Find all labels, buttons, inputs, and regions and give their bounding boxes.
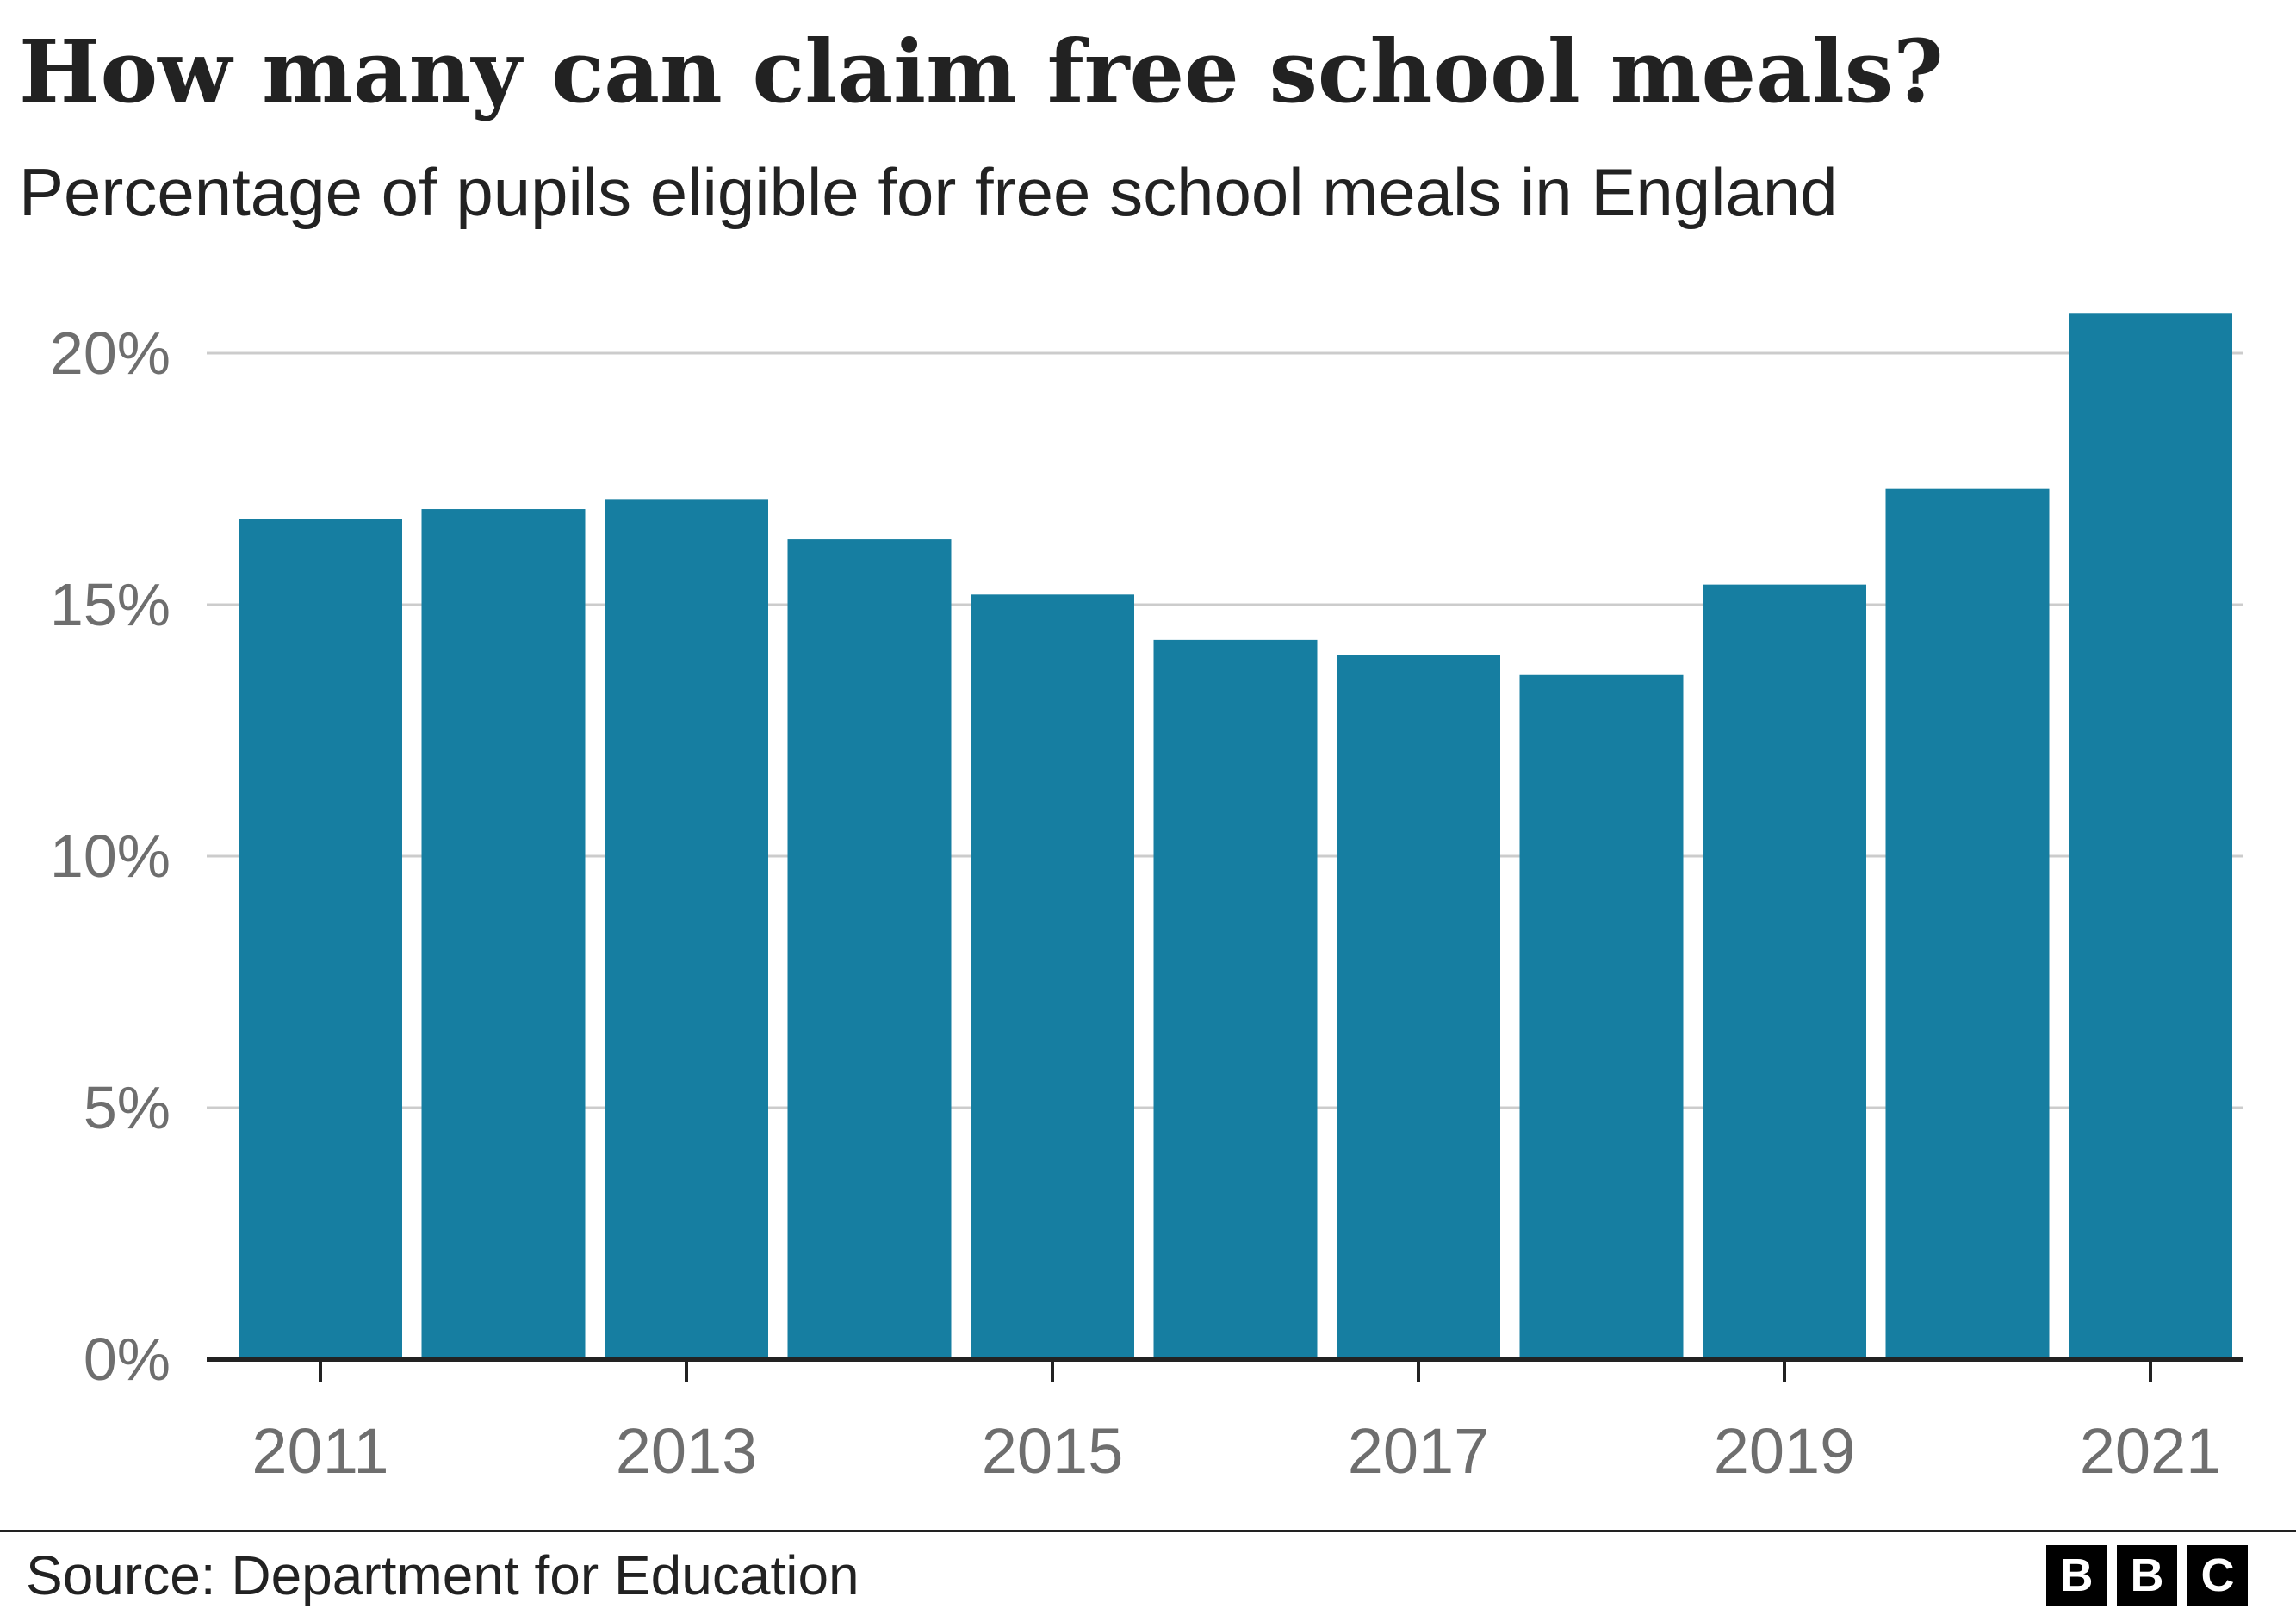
- bar-2015: [971, 594, 1134, 1359]
- bar-2017: [1337, 655, 1500, 1359]
- bar-2018: [1519, 674, 1684, 1359]
- tick-labels: 0% 5% 10% 15% 20% 2011 2013 2015 2017 2019 2021: [50, 320, 2221, 1487]
- bar-2019: [1703, 584, 1866, 1359]
- bar-2013: [605, 499, 768, 1359]
- bbc-logo-letter-b1: B: [2046, 1545, 2107, 1606]
- x-tick-label-2017: 2017: [1348, 1415, 1490, 1487]
- bar-2011: [239, 519, 402, 1359]
- y-tick-label-0: 0%: [84, 1326, 171, 1393]
- y-tick-label-20: 20%: [50, 320, 171, 387]
- bar-2020: [1885, 488, 2050, 1359]
- bar-chart: 0% 5% 10% 15% 20% 2011 2013 2015 2017 2019 2021: [50, 313, 2243, 1487]
- y-tick-label-5: 5%: [84, 1074, 171, 1141]
- bar-2016: [1153, 639, 1318, 1359]
- bbc-logo: B B C: [2046, 1545, 2248, 1606]
- y-tick-label-15: 15%: [50, 571, 171, 638]
- bars: [239, 313, 2232, 1359]
- axes: [207, 1357, 2243, 1382]
- x-tick-label-2019: 2019: [1714, 1415, 1856, 1487]
- y-tick-label-10: 10%: [50, 823, 171, 890]
- chart-subtitle: Percentage of pupils eligible for free s…: [19, 154, 1838, 230]
- chart-title: How many can claim free school meals?: [19, 21, 1944, 122]
- x-tick-label-2015: 2015: [982, 1415, 1124, 1487]
- x-tick-label-2011: 2011: [251, 1415, 388, 1487]
- x-tick-label-2013: 2013: [616, 1415, 758, 1487]
- x-tick-label-2021: 2021: [2080, 1415, 2222, 1487]
- source-note: Source: Department for Education: [26, 1544, 859, 1606]
- bar-2012: [421, 509, 586, 1359]
- bbc-logo-letter-c: C: [2187, 1545, 2248, 1606]
- footer-divider: [0, 1530, 2296, 1532]
- bar-2014: [787, 539, 952, 1359]
- bar-2021: [2069, 313, 2232, 1359]
- bbc-logo-letter-b2: B: [2117, 1545, 2177, 1606]
